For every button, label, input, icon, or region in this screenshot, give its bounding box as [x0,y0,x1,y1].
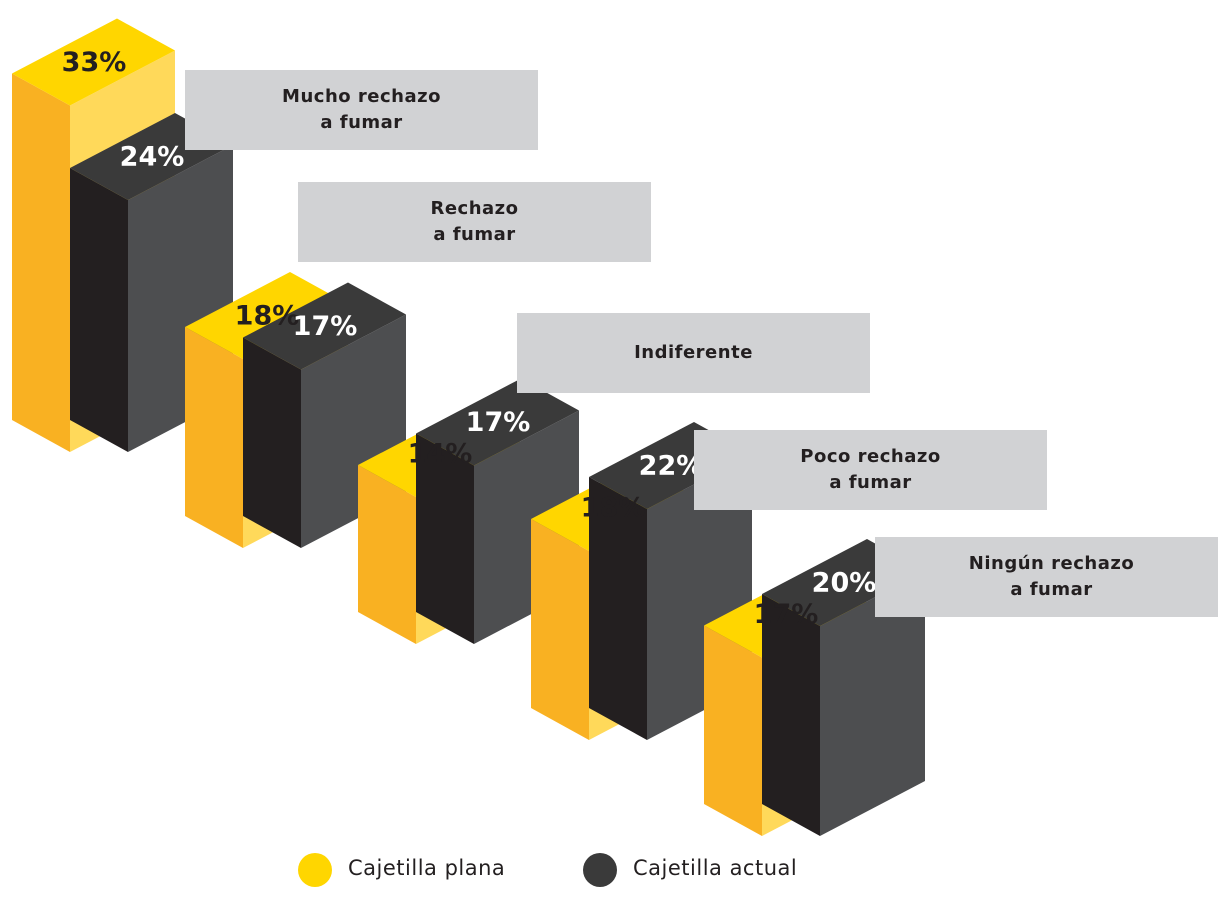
legend-swatch [583,853,617,887]
category-label: Poco rechazo a fumar [800,445,941,493]
bar-left-face [243,337,301,548]
category-box: Ningún rechazo a fumar [875,537,1218,617]
bar-left-face [12,73,70,452]
category-label: Rechazo a fumar [430,197,519,245]
bar-left-face [531,519,589,740]
category-box: Poco rechazo a fumar [694,430,1047,510]
category-label: Mucho rechazo a fumar [282,85,441,133]
category-box: Mucho rechazo a fumar [185,70,538,150]
category-box: Indiferente [517,313,870,393]
category-label: Ningún rechazo a fumar [968,552,1135,600]
value-label: 18% [581,493,646,524]
bar-top-face [416,378,579,466]
category-label: Indiferente [634,341,753,363]
value-label: 17% [754,599,819,630]
bar-right-face [820,571,925,836]
value-label: 20% [812,568,877,599]
value-label: 24% [120,142,185,173]
category-box: Rechazo a fumar [298,182,651,262]
bar [70,113,233,452]
legend-label: Cajetilla plana [348,856,506,880]
legend-swatch [298,853,332,887]
bar-left-face [70,168,128,452]
value-label: 17% [293,311,358,342]
value-label: 17% [466,407,531,438]
bar-left-face [762,594,820,836]
value-label: 14% [408,439,473,470]
bar-left-face [589,477,647,740]
bar-top-face [243,282,406,370]
legend-label: Cajetilla actual [633,856,798,880]
value-label: 22% [639,451,704,482]
value-label: 33% [62,47,127,78]
bar-left-face [185,327,243,548]
value-label: 18% [235,301,300,332]
bar-left-face [704,625,762,836]
bar-left-face [416,433,474,644]
bar [243,282,406,548]
bar-top-face [12,18,175,106]
bar-left-face [358,465,416,644]
bar-top-face [185,272,348,359]
